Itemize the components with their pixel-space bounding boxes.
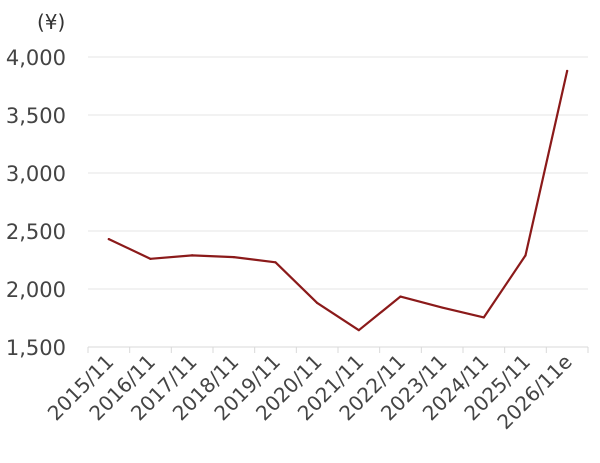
data-point [232, 256, 235, 259]
data-point [357, 329, 360, 332]
data-point [149, 257, 152, 260]
data-point [441, 306, 444, 309]
y-tick-label: 4,000 [6, 46, 66, 70]
x-axis-tick-labels: 2015/112016/112017/112018/112019/112020/… [43, 350, 577, 434]
data-point [399, 295, 402, 298]
gridlines [88, 56, 588, 290]
y-axis-tick-labels: 1,500 2,000 2,500 3,000 3,500 4,000 [6, 46, 66, 360]
data-point [274, 261, 277, 264]
y-tick-label: 3,000 [6, 162, 66, 186]
y-axis-unit-label: (¥) [37, 10, 66, 34]
data-point [524, 254, 527, 257]
data-point [566, 69, 569, 73]
data-point [482, 316, 485, 319]
y-tick-label: 2,500 [6, 220, 66, 244]
x-axis [87, 346, 589, 353]
y-tick-label: 1,500 [6, 336, 66, 360]
series-line [107, 69, 569, 332]
data-point [191, 254, 194, 257]
data-point [316, 301, 319, 305]
series [107, 69, 569, 332]
data-point [107, 238, 110, 241]
y-tick-label: 3,500 [6, 104, 66, 128]
y-tick-label: 2,000 [6, 278, 66, 302]
